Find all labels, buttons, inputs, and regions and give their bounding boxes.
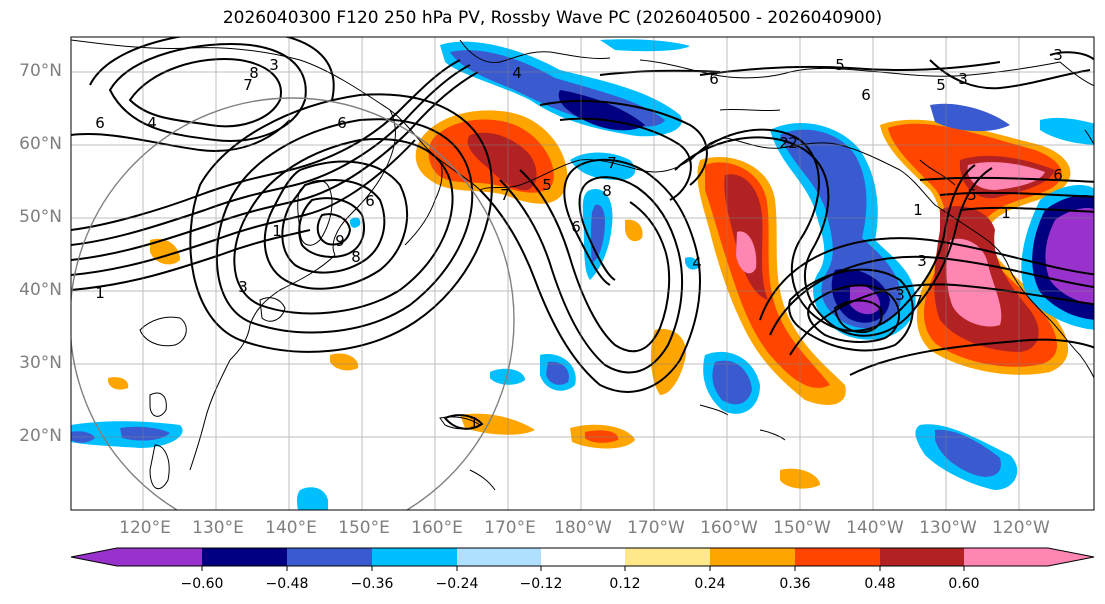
contour-label: 3 <box>917 252 927 270</box>
contour-label: 6 <box>861 86 871 104</box>
colorbar-tick-label: −0.60 <box>180 576 224 592</box>
colorbar-swatch <box>372 548 457 566</box>
lon-label-150e: 150°E <box>338 518 390 538</box>
colorbar-tick-label: −0.36 <box>350 576 394 592</box>
lon-label-130w: 130°W <box>919 518 977 538</box>
contour-label: 8 <box>351 248 361 266</box>
colorbar-tick-label: 0.36 <box>779 576 811 592</box>
colorbar-tick-label: 0.48 <box>864 576 896 592</box>
contour-label: 1 <box>469 414 479 432</box>
contour-label: 7 <box>500 186 510 204</box>
pv-contours <box>71 37 1094 430</box>
colorbar-swatch <box>541 548 625 566</box>
lat-label-70n: 70°N <box>19 61 62 81</box>
radius-circle <box>71 97 515 510</box>
coastlines <box>71 39 1094 491</box>
contour-label: 4 <box>512 64 522 82</box>
contour-label: 3 <box>958 70 968 88</box>
colorbar-tick-label: −0.24 <box>435 576 479 592</box>
lat-label-60n: 60°N <box>19 134 62 154</box>
lat-label-50n: 50°N <box>19 207 62 227</box>
colorbar <box>70 547 1095 571</box>
colorbar-swatch-min <box>71 548 117 566</box>
lon-label-170w: 170°W <box>627 518 685 538</box>
lon-label-120e: 120°E <box>119 518 171 538</box>
map-frame <box>70 36 1095 511</box>
lon-label-160w: 160°W <box>700 518 758 538</box>
colorbar-tick-label: −0.48 <box>265 576 309 592</box>
colorbar-swatch <box>287 548 372 566</box>
colorbar-tick-label: 0.60 <box>948 576 980 592</box>
contour-label: 2 <box>788 134 798 152</box>
contour-label: 5 <box>936 76 946 94</box>
lon-label-140e: 140°E <box>265 518 317 538</box>
colorbar-swatch-max <box>1048 548 1094 566</box>
contour-label: 1 <box>1001 204 1011 222</box>
lon-label-180w: 180°W <box>554 518 612 538</box>
contour-label: 6 <box>337 114 347 132</box>
lon-label-150w: 150°W <box>773 518 831 538</box>
contour-label: 3 <box>1053 46 1063 64</box>
colorbar-outline <box>70 547 1095 567</box>
lon-label-130e: 130°E <box>192 518 244 538</box>
lon-label-140w: 140°W <box>846 518 904 538</box>
contour-label: 3 <box>269 56 279 74</box>
lat-label-20n: 20°N <box>19 426 62 446</box>
colorbar-swatch <box>880 548 964 566</box>
contour-label: 1 <box>272 222 282 240</box>
lon-label-120w: 120°W <box>992 518 1050 538</box>
contour-label: 2 <box>779 134 789 152</box>
chart-title: 2026040300 F120 250 hPa PV, Rossby Wave … <box>222 8 883 28</box>
colorbar-swatch <box>117 548 202 566</box>
contour-label-group: 8 5 7 3 4 6 6 4 5 6 3 7 1 3 2 6 9 8 5 3 … <box>95 46 1063 432</box>
contour-label: 6 <box>365 192 375 210</box>
contour-label: 9 <box>335 232 345 250</box>
colorbar-swatch <box>795 548 880 566</box>
contour-label: 6 <box>95 114 105 132</box>
map-area: 8 5 7 3 4 6 6 4 5 6 3 7 1 3 2 6 9 8 5 3 … <box>71 37 1094 510</box>
contour-label: 3 <box>895 286 905 304</box>
colorbar-swatch <box>202 548 287 566</box>
contour-label: 8 <box>249 64 259 82</box>
colorbar-tick-label: 0.24 <box>694 576 726 592</box>
contour-label: 6 <box>1053 166 1063 184</box>
lon-label-160e: 160°E <box>411 518 463 538</box>
lat-label-40n: 40°N <box>19 280 62 300</box>
colorbar-swatch <box>625 548 710 566</box>
lon-label-170e: 170°E <box>484 518 536 538</box>
contour-label: 3 <box>238 278 248 296</box>
lat-label-30n: 30°N <box>19 353 62 373</box>
contour-label: 8 <box>602 182 612 200</box>
colorbar-ticks <box>201 566 965 571</box>
contour-label: 4 <box>147 114 157 132</box>
contour-label: 5 <box>542 176 552 194</box>
colorbar-tick-label: −0.12 <box>519 576 563 592</box>
graticule <box>71 37 1094 510</box>
colorbar-swatch <box>710 548 795 566</box>
contour-label: 6 <box>571 218 581 236</box>
contour-label: 5 <box>835 56 845 74</box>
colorbar-swatch <box>457 548 541 566</box>
contour-label: 1 <box>913 201 923 219</box>
colorbar-swatch <box>964 548 1048 566</box>
contour-label: 4 <box>692 254 702 272</box>
contour-label: 7 <box>243 76 253 94</box>
pv-shading <box>71 39 1094 510</box>
contour-label: 6 <box>709 70 719 88</box>
contour-label: 5 <box>967 186 977 204</box>
contour-label: 7 <box>607 154 617 172</box>
colorbar-tick-label: 0.12 <box>609 576 641 592</box>
contour-label: 1 <box>95 284 105 302</box>
contour-label: 7 <box>913 292 923 310</box>
